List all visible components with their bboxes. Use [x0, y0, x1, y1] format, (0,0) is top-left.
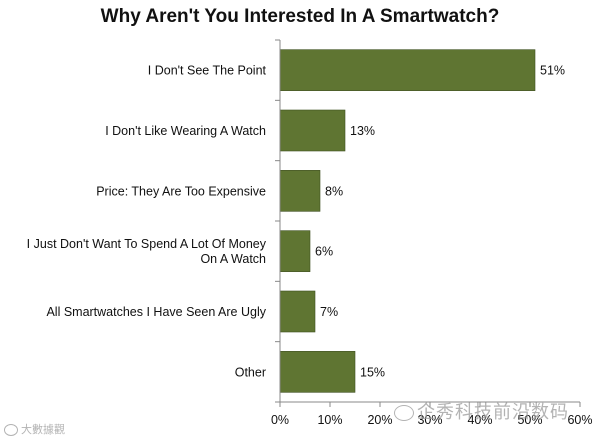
category-label-0: I Don't See The Point [148, 64, 267, 78]
value-label-1: 13% [350, 124, 375, 138]
bar-4 [279, 290, 316, 333]
bar-1 [279, 109, 346, 152]
category-label-5: Other [235, 365, 266, 379]
category-label-2: Price: They Are Too Expensive [96, 184, 266, 198]
x-tick-label-2: 20% [367, 413, 392, 427]
x-tick-label-1: 10% [317, 413, 342, 427]
weibo-icon [4, 424, 18, 436]
x-tick-label-6: 60% [567, 413, 592, 427]
category-label-1: I Don't Like Wearing A Watch [105, 124, 266, 138]
x-tick-label-3: 30% [417, 413, 442, 427]
bar-0 [279, 49, 536, 91]
category-label-3: I Just Don't Want To Spend A Lot Of Mone… [27, 237, 267, 266]
watermark-right-text: 企秀科技前沿数码 [417, 402, 569, 423]
category-label-4: All Smartwatches I Have Seen Are Ugly [46, 305, 266, 319]
bar-3 [279, 230, 311, 272]
value-label-5: 15% [360, 365, 385, 379]
watermark-left-text: 大數據觀 [21, 423, 65, 436]
value-label-4: 7% [320, 305, 338, 319]
bar-5 [279, 351, 356, 393]
watermark-left: 大數據觀 [4, 421, 65, 437]
bars-layer: 51% I Don't See The Point 13% I Don't Like … [27, 49, 565, 393]
bar-2 [279, 170, 321, 212]
x-tick-label-5: 50% [517, 413, 542, 427]
value-label-3: 6% [315, 245, 333, 259]
x-tick-label-4: 40% [467, 413, 492, 427]
chart-title: Why Aren't You Interested In A Smartwatc… [100, 6, 500, 27]
watermark-right: 企秀科技前沿数码 [394, 398, 569, 424]
value-label-0: 51% [540, 64, 565, 78]
value-label-2: 8% [325, 184, 343, 198]
wechat-icon [394, 405, 414, 421]
x-axis: 0% 10% 20% 30% 40% 50% 60% [271, 39, 593, 427]
x-tick-label-0: 0% [271, 413, 289, 427]
